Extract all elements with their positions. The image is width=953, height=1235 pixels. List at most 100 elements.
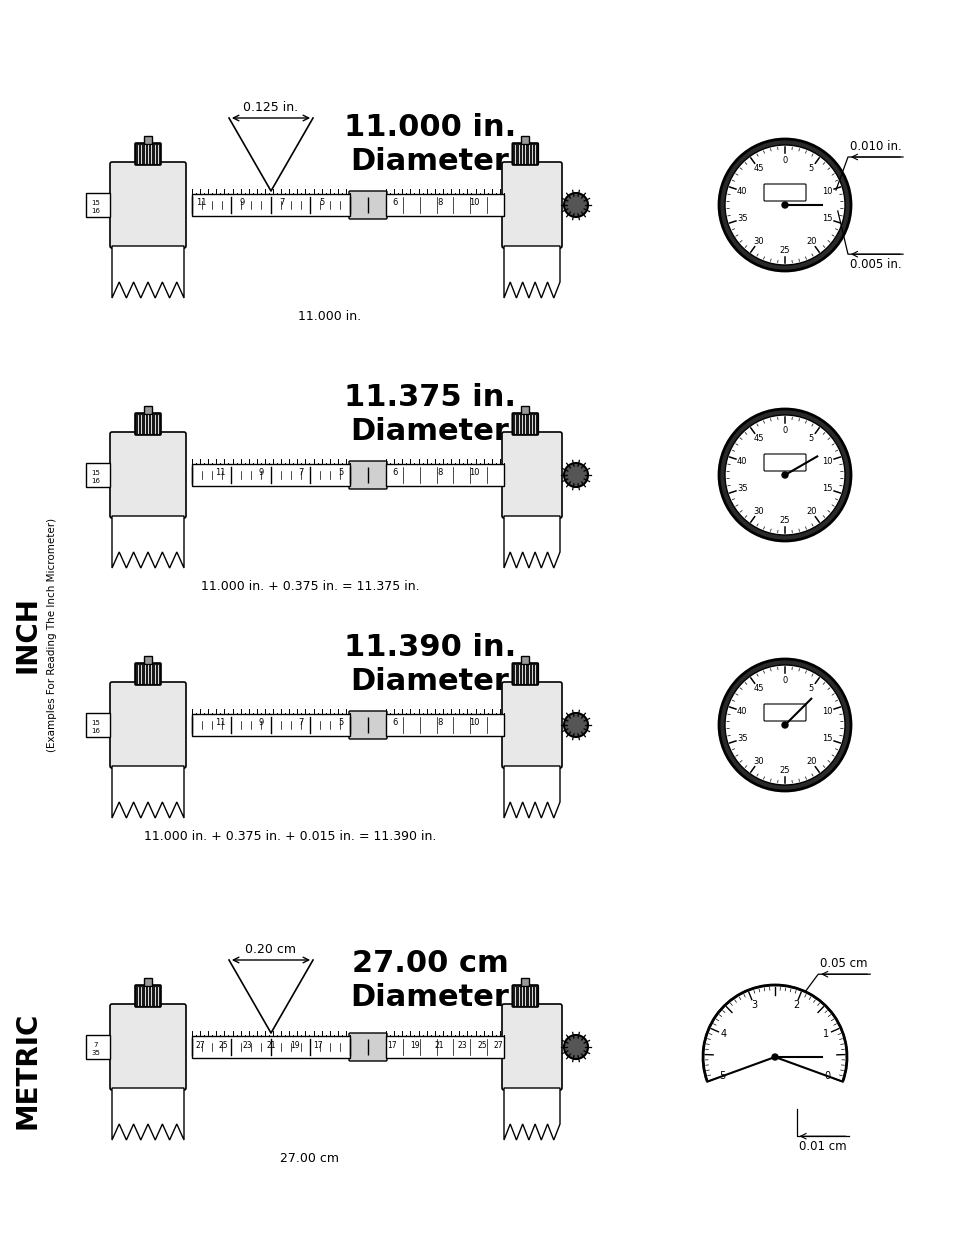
Text: 30: 30 — [753, 506, 763, 516]
Text: 30: 30 — [753, 757, 763, 766]
FancyBboxPatch shape — [501, 162, 561, 248]
Circle shape — [724, 415, 844, 535]
Text: 11.000 in. + 0.375 in. = 11.375 in.: 11.000 in. + 0.375 in. = 11.375 in. — [200, 579, 419, 593]
Text: 25: 25 — [779, 515, 789, 525]
Bar — [520, 406, 529, 414]
Circle shape — [563, 1035, 587, 1058]
Text: 9: 9 — [258, 718, 264, 726]
Text: 0.005 in.: 0.005 in. — [849, 258, 901, 272]
Circle shape — [563, 713, 587, 737]
Text: 5: 5 — [318, 198, 324, 206]
Text: 19: 19 — [290, 1041, 299, 1050]
Text: 11: 11 — [196, 198, 207, 206]
Text: 10: 10 — [821, 186, 832, 195]
Text: 3: 3 — [750, 1000, 757, 1010]
Polygon shape — [112, 246, 184, 298]
Text: 10: 10 — [469, 718, 479, 726]
Text: 9: 9 — [258, 468, 264, 477]
Bar — [144, 136, 152, 144]
Text: 45: 45 — [753, 684, 763, 693]
Text: 20: 20 — [805, 757, 816, 766]
FancyBboxPatch shape — [501, 1004, 561, 1091]
Bar — [192, 1036, 350, 1058]
Text: 6: 6 — [393, 718, 397, 726]
FancyBboxPatch shape — [110, 682, 186, 768]
Text: 0.20 cm: 0.20 cm — [245, 944, 296, 956]
Text: INCH: INCH — [14, 597, 42, 673]
Bar — [144, 978, 152, 986]
Bar — [386, 464, 503, 487]
Text: 25: 25 — [779, 246, 789, 254]
Bar — [386, 714, 503, 736]
Text: 0: 0 — [781, 676, 787, 684]
Text: 27: 27 — [194, 1041, 205, 1050]
Text: 25: 25 — [779, 766, 789, 774]
FancyBboxPatch shape — [763, 184, 805, 201]
Text: 27.00 cm: 27.00 cm — [280, 1151, 339, 1165]
Text: 20: 20 — [805, 237, 816, 246]
Circle shape — [563, 193, 587, 217]
Text: Diameter: Diameter — [350, 147, 509, 175]
Text: 11: 11 — [215, 718, 226, 726]
Text: 15: 15 — [91, 471, 100, 475]
Polygon shape — [112, 1088, 184, 1140]
Text: 5: 5 — [337, 468, 343, 477]
Text: 11.390 in.: 11.390 in. — [343, 632, 516, 662]
Polygon shape — [503, 246, 559, 298]
FancyBboxPatch shape — [110, 432, 186, 517]
Bar — [86, 463, 110, 487]
Text: Diameter: Diameter — [350, 416, 509, 446]
Text: 0.05 cm: 0.05 cm — [820, 957, 867, 971]
Text: 15: 15 — [821, 215, 832, 224]
Text: 0: 0 — [781, 426, 787, 435]
Bar — [86, 193, 110, 217]
Bar — [86, 713, 110, 737]
Text: 10: 10 — [821, 457, 832, 466]
Polygon shape — [112, 516, 184, 568]
Circle shape — [724, 664, 844, 785]
Text: 16: 16 — [91, 207, 100, 214]
Text: METRIC: METRIC — [14, 1011, 42, 1129]
Text: 7: 7 — [298, 468, 303, 477]
Text: 7: 7 — [298, 718, 303, 726]
Text: 23: 23 — [457, 1041, 467, 1050]
Text: 25: 25 — [218, 1041, 228, 1050]
Text: Diameter: Diameter — [350, 983, 509, 1011]
Text: 17: 17 — [314, 1041, 323, 1050]
Wedge shape — [702, 986, 846, 1082]
Text: 11.000 in.: 11.000 in. — [298, 310, 361, 322]
Circle shape — [719, 659, 850, 790]
Text: 35: 35 — [91, 1050, 100, 1056]
Bar — [386, 194, 503, 216]
Text: (Examples For Reading The Inch Micrometer): (Examples For Reading The Inch Micromete… — [47, 517, 57, 752]
Text: 0.125 in.: 0.125 in. — [243, 101, 298, 114]
Text: 21: 21 — [434, 1041, 443, 1050]
Bar — [192, 464, 350, 487]
Text: Diameter: Diameter — [350, 667, 509, 695]
FancyBboxPatch shape — [110, 1004, 186, 1091]
Text: 0: 0 — [823, 1071, 830, 1081]
Circle shape — [719, 409, 850, 541]
Text: 15: 15 — [821, 484, 832, 494]
Text: 7: 7 — [279, 198, 284, 206]
Circle shape — [781, 722, 787, 727]
Bar — [520, 978, 529, 986]
Text: 15: 15 — [821, 735, 832, 743]
FancyBboxPatch shape — [512, 143, 537, 165]
Text: 0: 0 — [781, 156, 787, 164]
Text: 8: 8 — [437, 718, 442, 726]
Text: 11.375 in.: 11.375 in. — [344, 383, 516, 411]
Text: 30: 30 — [753, 237, 763, 246]
FancyBboxPatch shape — [135, 143, 161, 165]
Text: 17: 17 — [387, 1041, 396, 1050]
Text: 15: 15 — [91, 200, 100, 206]
Text: 25: 25 — [477, 1041, 487, 1050]
Polygon shape — [503, 766, 559, 818]
Text: 7: 7 — [93, 1042, 98, 1049]
Text: 0.01 cm: 0.01 cm — [798, 1140, 845, 1153]
Text: 9: 9 — [240, 198, 245, 206]
Text: 6: 6 — [393, 198, 397, 206]
Text: 40: 40 — [736, 186, 746, 195]
Circle shape — [724, 144, 844, 266]
FancyBboxPatch shape — [763, 454, 805, 471]
